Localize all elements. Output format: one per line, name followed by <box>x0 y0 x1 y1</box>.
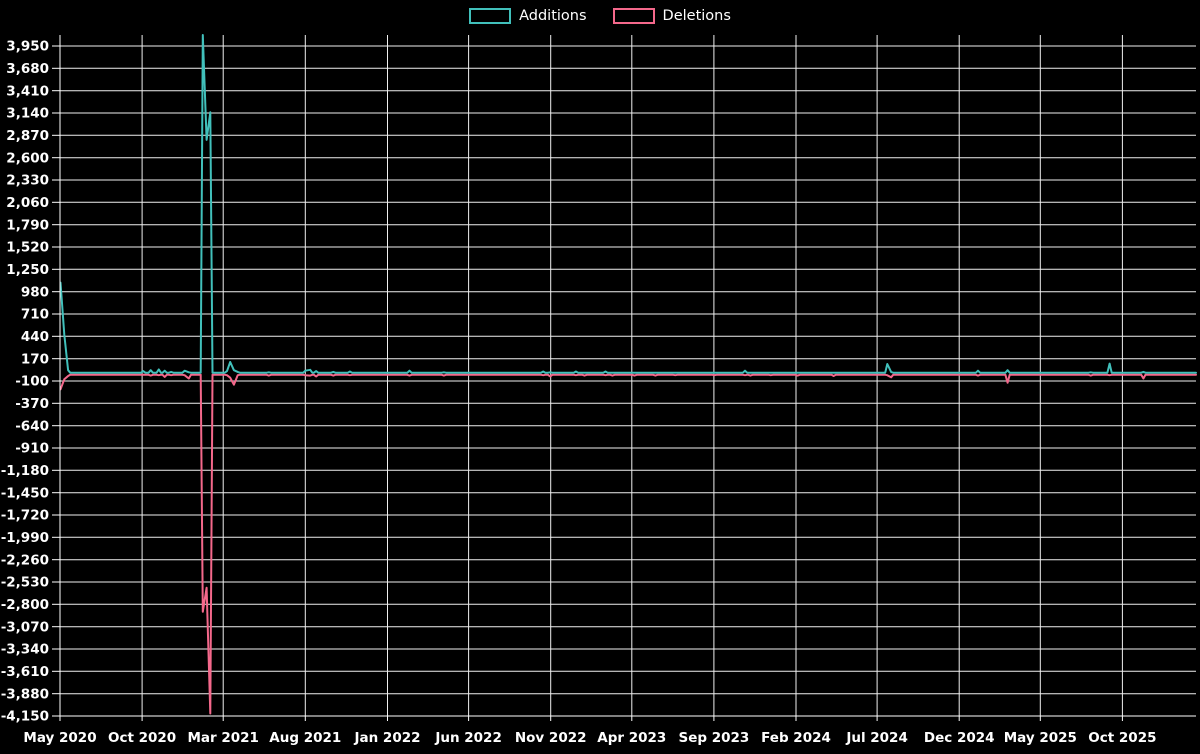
x-tick-label: Oct 2025 <box>1088 730 1156 746</box>
y-tick-label: -4,150 <box>1 709 49 725</box>
chart-legend: Additions Deletions <box>0 7 1200 25</box>
x-tick-label: May 2025 <box>1004 730 1077 746</box>
x-tick-label: Feb 2024 <box>761 730 831 746</box>
series-lines <box>59 34 1197 715</box>
y-tick-label: -1,990 <box>1 530 49 546</box>
y-tick-label: -3,340 <box>1 642 49 658</box>
legend-item-deletions[interactable]: Deletions <box>612 7 731 25</box>
y-tick-label: -2,800 <box>1 597 49 613</box>
y-tick-label: 2,870 <box>6 128 49 144</box>
y-tick-label: 3,410 <box>6 83 49 99</box>
x-tick-label: Jun 2022 <box>434 730 502 746</box>
series-additions-line <box>59 34 1197 374</box>
y-tick-label: -910 <box>15 441 49 457</box>
axis-ticks <box>52 35 1196 721</box>
y-tick-label: 1,520 <box>6 240 49 256</box>
deletions-swatch-icon <box>612 8 655 24</box>
axis-labels: 3,950 3,680 3,410 3,140 2,870 2,600 2,330 2,060… <box>1 39 1157 746</box>
y-tick-label: 170 <box>21 351 49 367</box>
y-tick-label: -2,530 <box>1 575 49 591</box>
y-tick-label: -3,880 <box>1 686 49 702</box>
y-tick-label: 710 <box>21 307 49 323</box>
y-tick-label: 440 <box>21 329 49 345</box>
x-tick-label: May 2020 <box>23 730 96 746</box>
series-deletions-line <box>59 373 1197 715</box>
y-tick-label: -640 <box>15 418 49 434</box>
x-tick-label: Jul 2024 <box>845 730 908 746</box>
y-tick-label: 1,250 <box>6 262 49 278</box>
legend-item-additions[interactable]: Additions <box>469 7 587 25</box>
y-tick-label: 3,680 <box>6 61 49 77</box>
y-tick-label: -1,720 <box>1 508 49 524</box>
x-tick-label: Dec 2024 <box>924 730 995 746</box>
y-tick-label: 3,950 <box>6 39 49 55</box>
x-tick-label: Aug 2021 <box>269 730 341 746</box>
legend-label-additions: Additions <box>519 8 587 24</box>
gridlines <box>59 35 1196 717</box>
x-tick-label: Apr 2023 <box>597 730 666 746</box>
y-tick-label: -3,070 <box>1 619 49 635</box>
x-tick-label: Jan 2022 <box>353 730 420 746</box>
y-tick-label: -100 <box>15 374 49 390</box>
y-tick-label: 2,330 <box>6 173 49 189</box>
y-tick-label: -2,260 <box>1 552 49 568</box>
x-tick-label: Oct 2020 <box>108 730 176 746</box>
y-tick-label: 2,600 <box>6 150 49 166</box>
y-tick-label: -1,450 <box>1 485 49 501</box>
y-tick-label: -370 <box>15 396 49 412</box>
y-tick-label: 1,790 <box>6 217 49 233</box>
y-tick-label: 980 <box>21 284 49 300</box>
legend-label-deletions: Deletions <box>662 8 731 24</box>
x-tick-label: Nov 2022 <box>515 730 587 746</box>
y-tick-label: -1,180 <box>1 463 49 479</box>
y-tick-label: 2,060 <box>6 195 49 211</box>
additions-swatch-icon <box>469 8 512 24</box>
x-tick-label: Sep 2023 <box>678 730 749 746</box>
y-tick-label: 3,140 <box>6 106 49 122</box>
x-tick-label: Mar 2021 <box>187 730 258 746</box>
y-tick-label: -3,610 <box>1 664 49 680</box>
